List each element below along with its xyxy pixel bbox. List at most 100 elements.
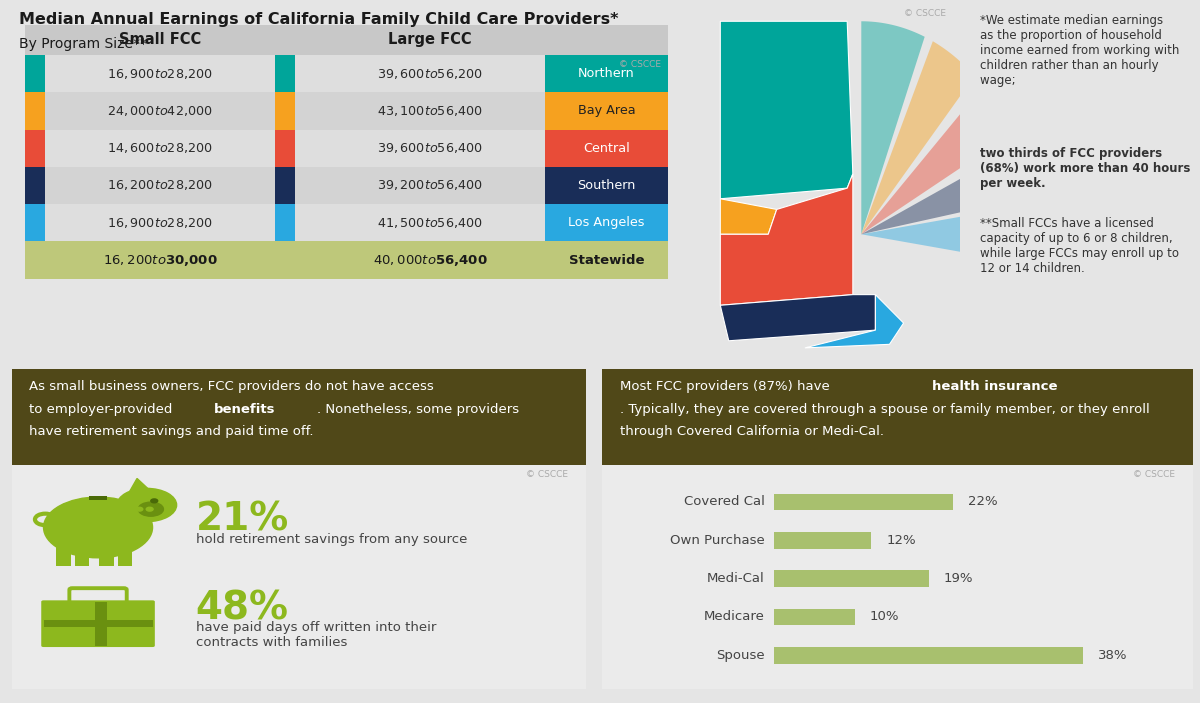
Polygon shape — [720, 174, 853, 305]
Text: $39,200 to $56,400: $39,200 to $56,400 — [377, 179, 482, 193]
Text: $16,200 to $30,000: $16,200 to $30,000 — [103, 252, 217, 268]
Text: 38%: 38% — [1098, 649, 1128, 662]
Bar — [25, 129, 46, 167]
Text: . Typically, they are covered through a spouse or family member, or they enroll: . Typically, they are covered through a … — [620, 403, 1150, 415]
Polygon shape — [130, 479, 151, 491]
Polygon shape — [862, 205, 1031, 264]
Bar — [275, 55, 295, 92]
Text: Small FCC: Small FCC — [119, 32, 202, 47]
Text: © CSCCE: © CSCCE — [619, 60, 661, 70]
Text: $43,100 to $56,400: $43,100 to $56,400 — [377, 104, 482, 118]
Text: By Program Size**: By Program Size** — [19, 37, 146, 51]
Text: *We estimate median earnings
as the proportion of household
income earned from w: *We estimate median earnings as the prop… — [979, 14, 1178, 87]
Text: Most FCC providers (87%) have: Most FCC providers (87%) have — [620, 380, 834, 393]
Bar — [95, 602, 107, 646]
Text: have retirement savings and paid time off.: have retirement savings and paid time of… — [29, 425, 313, 438]
Text: 19%: 19% — [943, 572, 973, 585]
Bar — [25, 25, 668, 55]
Text: Medicare: Medicare — [704, 610, 764, 624]
Bar — [100, 545, 114, 566]
Polygon shape — [720, 295, 875, 341]
Bar — [25, 204, 668, 241]
Text: Own Purchase: Own Purchase — [670, 534, 764, 547]
Bar — [545, 129, 668, 167]
Bar — [275, 129, 295, 167]
Polygon shape — [805, 295, 904, 348]
Circle shape — [136, 508, 143, 511]
Bar — [774, 532, 871, 548]
Bar — [56, 545, 71, 566]
Circle shape — [43, 497, 152, 557]
Polygon shape — [862, 21, 925, 234]
Bar — [602, 369, 1193, 465]
Text: hold retirement savings from any source: hold retirement savings from any source — [196, 533, 467, 546]
Text: to employer-provided: to employer-provided — [29, 403, 176, 415]
Text: As small business owners, FCC providers do not have access: As small business owners, FCC providers … — [29, 380, 434, 393]
Text: benefits: benefits — [214, 403, 276, 415]
Bar — [25, 92, 668, 129]
Text: Los Angeles: Los Angeles — [568, 217, 644, 229]
Text: $24,000 to $42,000: $24,000 to $42,000 — [107, 104, 214, 118]
Polygon shape — [862, 148, 1028, 234]
Bar — [43, 620, 152, 627]
Text: $16,200 to $28,200: $16,200 to $28,200 — [107, 179, 214, 193]
Bar — [74, 545, 90, 566]
Bar — [12, 369, 586, 465]
Polygon shape — [862, 86, 1010, 234]
Text: 22%: 22% — [967, 496, 997, 508]
Text: © CSCCE: © CSCCE — [904, 9, 946, 18]
Bar — [118, 545, 132, 566]
Bar — [25, 204, 46, 241]
Text: $41,500 to $56,400: $41,500 to $56,400 — [377, 216, 482, 230]
Bar — [774, 609, 856, 625]
Bar — [774, 494, 953, 510]
Bar — [545, 55, 668, 92]
Circle shape — [138, 502, 163, 516]
Text: health insurance: health insurance — [932, 380, 1057, 393]
Bar — [90, 496, 107, 500]
Polygon shape — [720, 199, 776, 234]
Bar — [545, 167, 668, 204]
Text: Spouse: Spouse — [716, 649, 764, 662]
Circle shape — [146, 508, 154, 511]
Text: $14,600 to $28,200: $14,600 to $28,200 — [107, 141, 214, 155]
Circle shape — [116, 489, 176, 522]
Text: **Small FCCs have a licensed
capacity of up to 6 or 8 children,
while large FCCs: **Small FCCs have a licensed capacity of… — [979, 217, 1178, 275]
Bar — [275, 92, 295, 129]
Text: © CSCCE: © CSCCE — [527, 470, 569, 479]
Bar — [25, 55, 668, 92]
Bar — [275, 167, 295, 204]
Bar — [545, 92, 668, 129]
Text: Large FCC: Large FCC — [388, 32, 472, 47]
Text: $16,900 to $28,200: $16,900 to $28,200 — [107, 216, 214, 230]
Polygon shape — [862, 41, 974, 234]
Text: $39,600 to $56,200: $39,600 to $56,200 — [377, 67, 482, 81]
Bar — [25, 167, 668, 204]
Text: 48%: 48% — [196, 589, 288, 627]
Bar — [25, 129, 668, 167]
Bar — [25, 55, 46, 92]
Text: Southern: Southern — [577, 179, 636, 192]
Text: Bay Area: Bay Area — [577, 105, 635, 117]
Bar — [25, 92, 46, 129]
Bar — [602, 465, 1193, 689]
Bar — [545, 204, 668, 241]
Text: 21%: 21% — [196, 501, 289, 539]
FancyBboxPatch shape — [41, 600, 155, 647]
Text: have paid days off written into their
contracts with families: have paid days off written into their co… — [196, 621, 436, 649]
Text: Northern: Northern — [578, 67, 635, 80]
Text: Median Annual Earnings of California Family Child Care Providers*: Median Annual Earnings of California Fam… — [19, 13, 618, 27]
Bar — [25, 241, 668, 278]
Text: $40,000 to $56,400: $40,000 to $56,400 — [372, 252, 487, 268]
Text: Medi-Cal: Medi-Cal — [707, 572, 764, 585]
Text: through Covered California or Medi-Cal.: through Covered California or Medi-Cal. — [620, 425, 884, 438]
Text: Statewide: Statewide — [569, 254, 644, 266]
Bar — [275, 204, 295, 241]
Text: 12%: 12% — [887, 534, 916, 547]
Bar — [774, 570, 929, 587]
Text: $16,900 to $28,200: $16,900 to $28,200 — [107, 67, 214, 81]
Text: . Nonetheless, some providers: . Nonetheless, some providers — [317, 403, 520, 415]
Text: two thirds of FCC providers
(68%) work more than 40 hours
per week.: two thirds of FCC providers (68%) work m… — [979, 148, 1190, 191]
Bar — [774, 647, 1084, 664]
Text: © CSCCE: © CSCCE — [1133, 470, 1175, 479]
